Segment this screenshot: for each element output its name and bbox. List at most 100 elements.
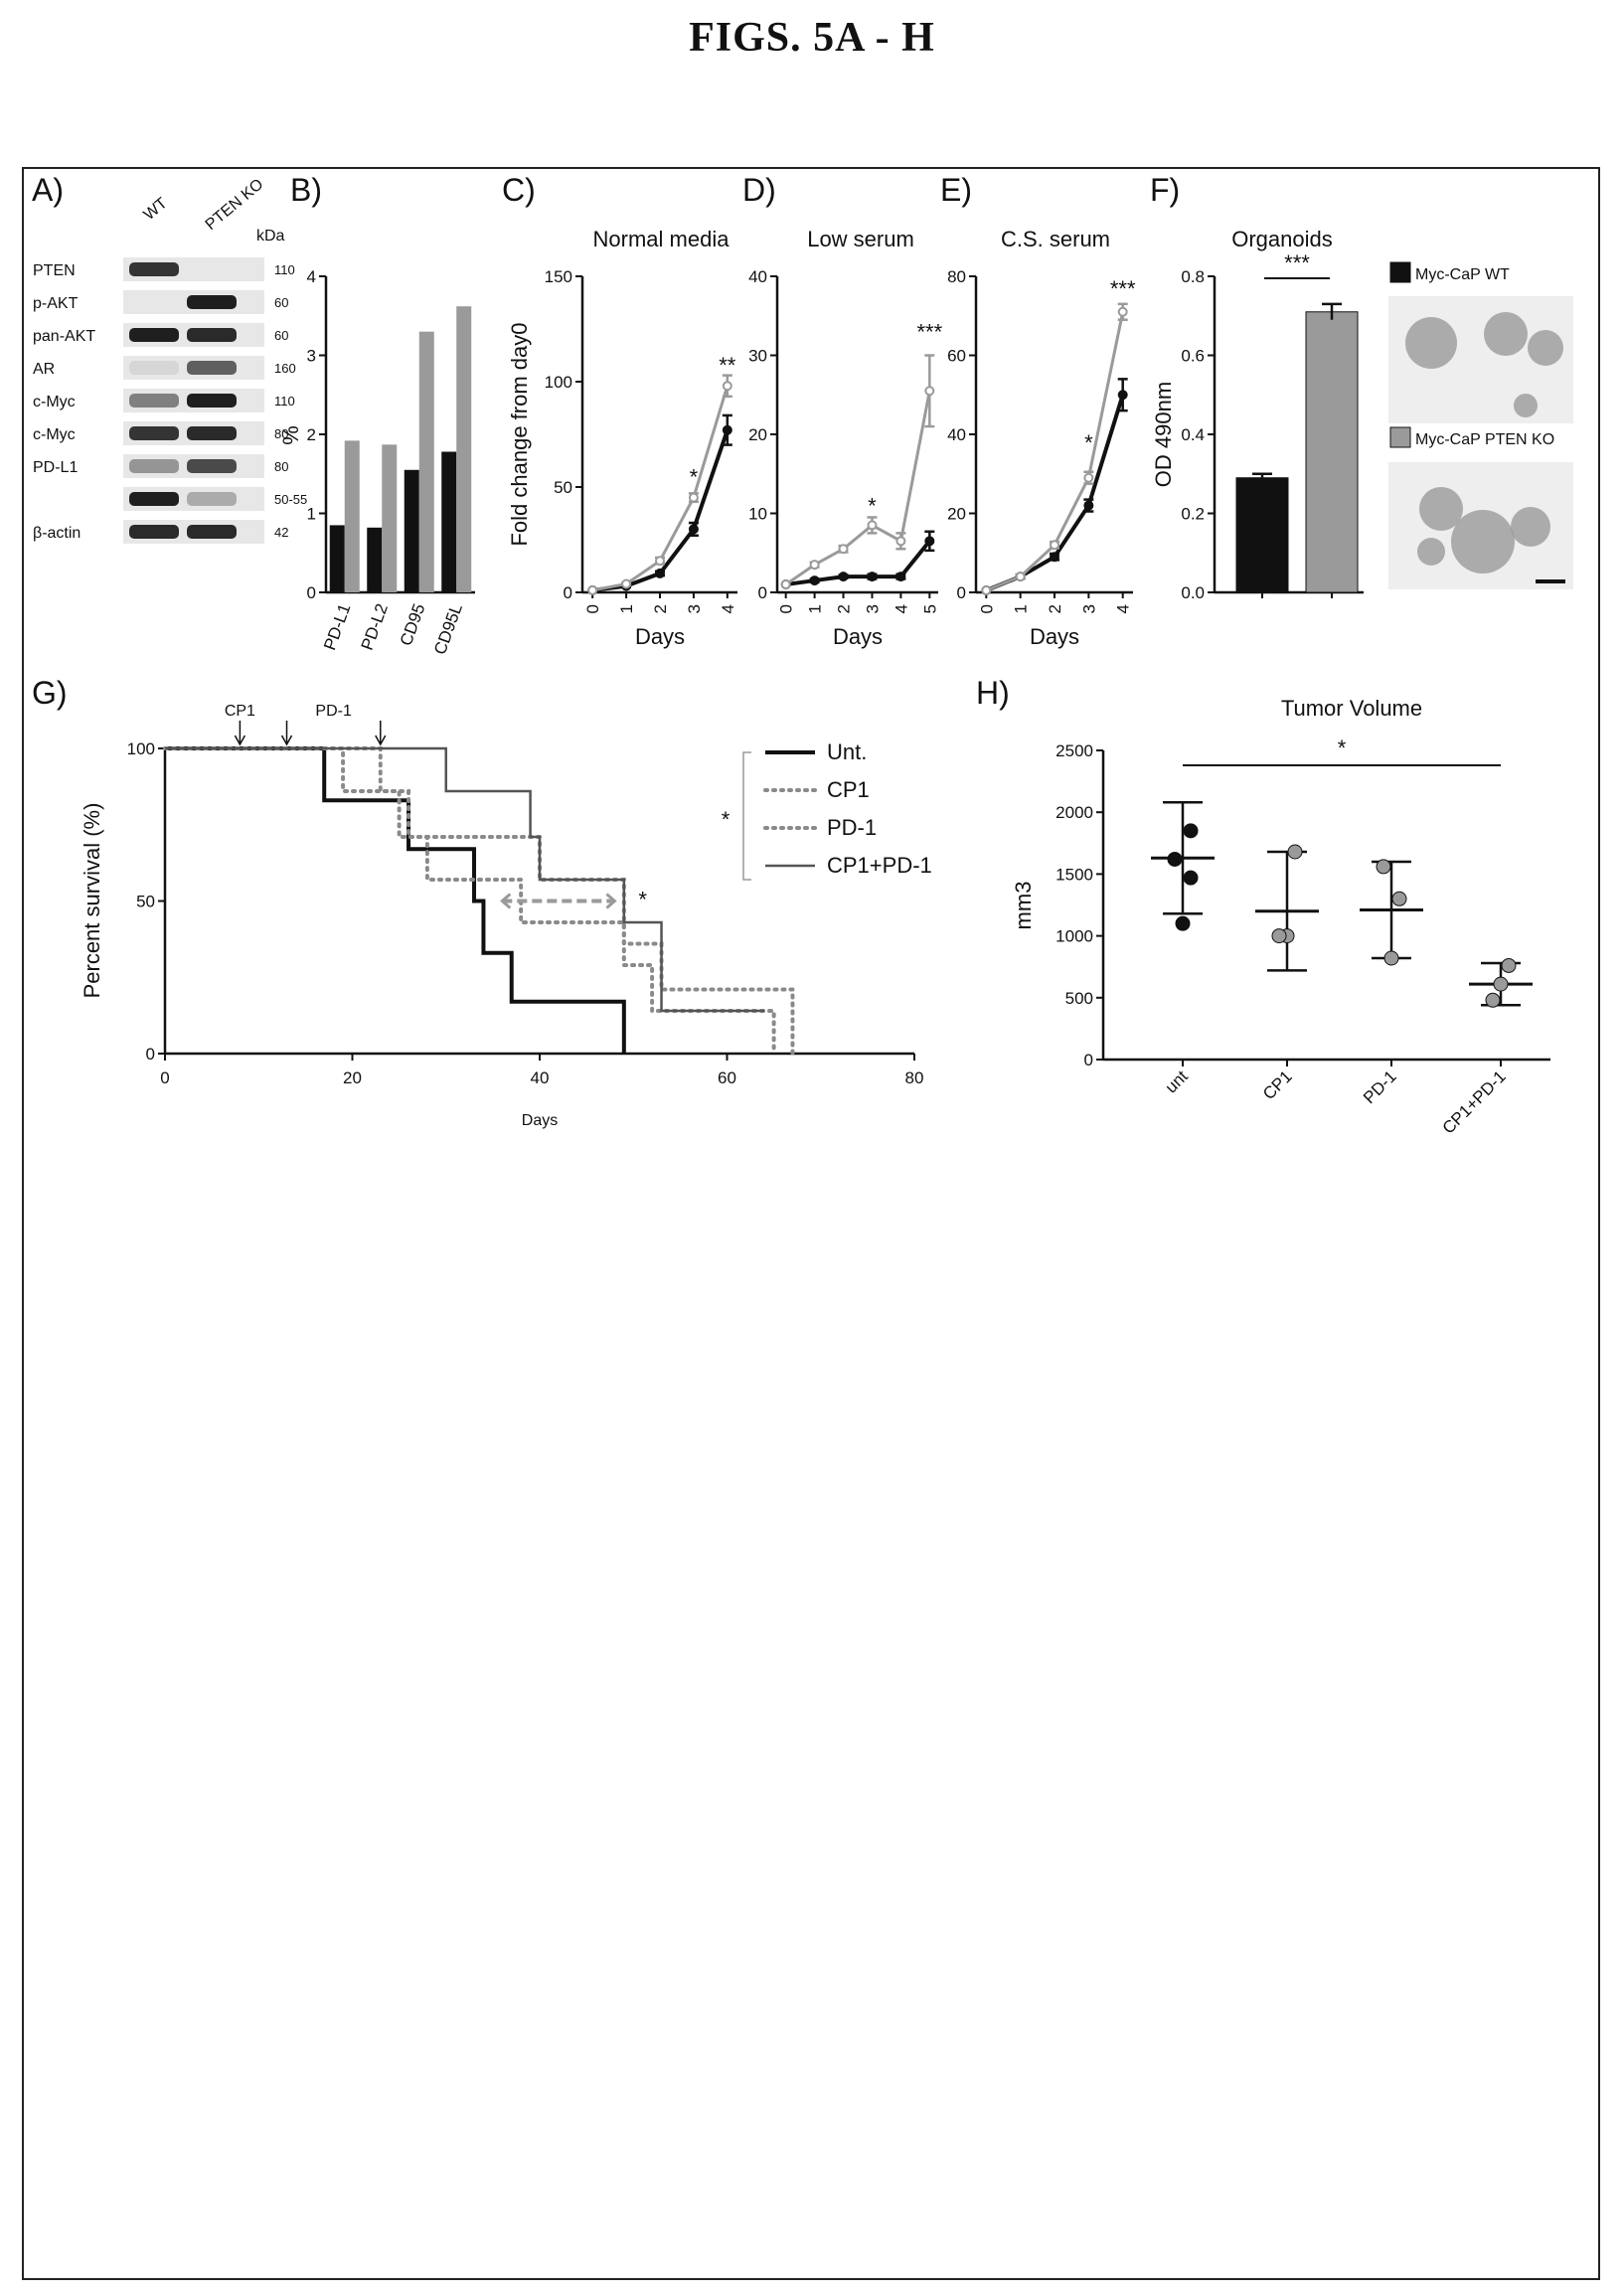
panel-d-y-tick-label: 30 — [748, 347, 767, 366]
panel-c-data-point — [655, 568, 665, 578]
panel-b-x-tick-label: CD95 — [397, 601, 429, 648]
blot-band — [129, 459, 179, 473]
blot-kda-label: 80 — [274, 459, 288, 474]
panel-g-x-label: Days — [522, 1112, 558, 1129]
panel-h-data-point — [1391, 891, 1407, 906]
panel-d-x-label: Days — [833, 624, 883, 649]
panel-letter-g: G) — [32, 675, 68, 711]
panel-h-title: Tumor Volume — [1281, 696, 1422, 721]
panel-e-data-point — [1050, 540, 1059, 551]
blot-band — [187, 492, 237, 506]
panel-h-data-point — [1183, 870, 1199, 886]
blot-band — [129, 394, 179, 408]
panel-b-y-tick-label: 4 — [307, 267, 316, 286]
panel-h-data-point — [1485, 992, 1501, 1008]
organoid-cluster — [1451, 510, 1515, 574]
legend-label: Myc-CaP WT — [1415, 266, 1510, 283]
panel-c-x-tick-label: 1 — [617, 604, 636, 613]
panel-d-x-tick-label: 4 — [892, 604, 910, 613]
legend-label: CP1+PD-1 — [827, 853, 932, 878]
blot-protein-label: β-actin — [33, 525, 81, 542]
blot-band — [129, 361, 179, 375]
panel-c-x-tick-label: 4 — [719, 604, 737, 613]
panel-b-bar — [441, 451, 457, 592]
panel-c-y-tick-label: 150 — [545, 267, 572, 286]
panel-h-y-tick-label: 2000 — [1056, 803, 1093, 822]
panel-b-y-tick-label: 1 — [307, 505, 316, 524]
treatment-label-pd1: PD-1 — [315, 703, 352, 720]
panel-d-y-tick-label: 40 — [748, 267, 767, 286]
panel-d-x-tick-label: 0 — [777, 604, 796, 613]
panel-e-x-label: Days — [1030, 624, 1079, 649]
panel-e-title: C.S. serum — [1001, 227, 1110, 251]
panel-b-x-tick-label: PD-L2 — [358, 601, 392, 653]
panel-letter-d: D) — [742, 172, 776, 208]
panel-g-x-tick-label: 80 — [905, 1068, 924, 1087]
blot-kda-label: 50-55 — [274, 492, 307, 507]
panel-d-data-point — [867, 520, 878, 531]
organoid-cluster — [1417, 538, 1445, 566]
panel-b-bar — [367, 527, 383, 592]
panel-h-data-point — [1376, 859, 1391, 875]
panel-g-y-label: Percent survival (%) — [80, 803, 104, 999]
panel-h-data-point — [1493, 976, 1509, 992]
blot-kda-label: 60 — [274, 295, 288, 310]
panel-letter-c: C) — [502, 172, 536, 208]
panel-c-x-tick-label: 0 — [583, 604, 602, 613]
panel-f-y-label: OD 490nm — [1151, 382, 1176, 487]
panel-d-data-point — [895, 536, 906, 547]
blot-kda-label: 42 — [274, 525, 288, 540]
panel-c-x-tick-label: 2 — [651, 604, 670, 613]
blot-band — [129, 262, 179, 276]
panel-b-bar — [456, 306, 472, 592]
panel-c-data-point — [688, 492, 699, 503]
panel-d-data-point — [838, 544, 849, 555]
blot-band — [129, 426, 179, 440]
blot-band — [187, 361, 237, 375]
panel-f-bar — [1235, 477, 1289, 593]
lane-label: WT — [141, 195, 171, 224]
panel-h-data-point — [1383, 950, 1399, 966]
figure-title: FIGS. 5A - H — [689, 15, 935, 61]
panel-e-x-tick-label: 3 — [1079, 604, 1098, 613]
panel-g-x-tick-label: 60 — [718, 1068, 736, 1087]
blot-band — [129, 492, 179, 506]
panel-d-x-tick-label: 3 — [863, 604, 882, 613]
panel-h-y-tick-label: 500 — [1065, 989, 1093, 1008]
panel-c-data-point — [655, 556, 665, 567]
panel-b-bar-chart: B) 0 1 2 3 4% PD-L1 PD-L2 CD95 CD95L — [278, 172, 475, 657]
blot-kda-label: 160 — [274, 361, 296, 376]
panel-e-y-tick-label: 40 — [947, 425, 966, 444]
kda-header: kDa — [256, 228, 285, 245]
panel-e-data-point — [1083, 500, 1094, 511]
panel-e-data-point — [1015, 572, 1026, 582]
panel-c-significance: * — [690, 464, 699, 489]
lane-label: PTEN KO — [203, 176, 267, 234]
panel-b-bar — [344, 440, 360, 592]
panel-e-data-point — [1083, 472, 1094, 483]
blot-kda-label: 60 — [274, 328, 288, 343]
blot-protein-label: p-AKT — [33, 295, 79, 312]
panel-c-significance: ** — [719, 353, 736, 378]
blot-protein-label: c-Myc — [33, 394, 76, 410]
panel-e-data-point — [1050, 552, 1059, 563]
panel-d-data-point — [809, 560, 820, 571]
panel-h-x-tick-label: PD-1 — [1360, 1066, 1400, 1107]
panel-h-data-point — [1167, 851, 1183, 867]
organoid-cluster — [1528, 330, 1563, 366]
treatment-label-cp1: CP1 — [225, 703, 255, 720]
panel-d-y-tick-label: 0 — [758, 583, 767, 602]
blot-band — [187, 295, 237, 309]
blot-band — [187, 394, 237, 408]
treatment-arrowhead — [375, 735, 387, 746]
panel-g-y-tick-label: 0 — [146, 1045, 155, 1064]
panel-d-significance: *** — [916, 320, 942, 345]
panel-c-y-tick-label: 50 — [554, 478, 572, 497]
organoid-cluster — [1514, 394, 1538, 417]
blot-band — [187, 426, 237, 440]
panel-letter-e: E) — [940, 172, 972, 208]
panel-c-y-label: Fold change from day0 — [507, 322, 532, 546]
panel-b-y-tick-label: 3 — [307, 347, 316, 366]
panel-b-bar — [418, 331, 434, 592]
